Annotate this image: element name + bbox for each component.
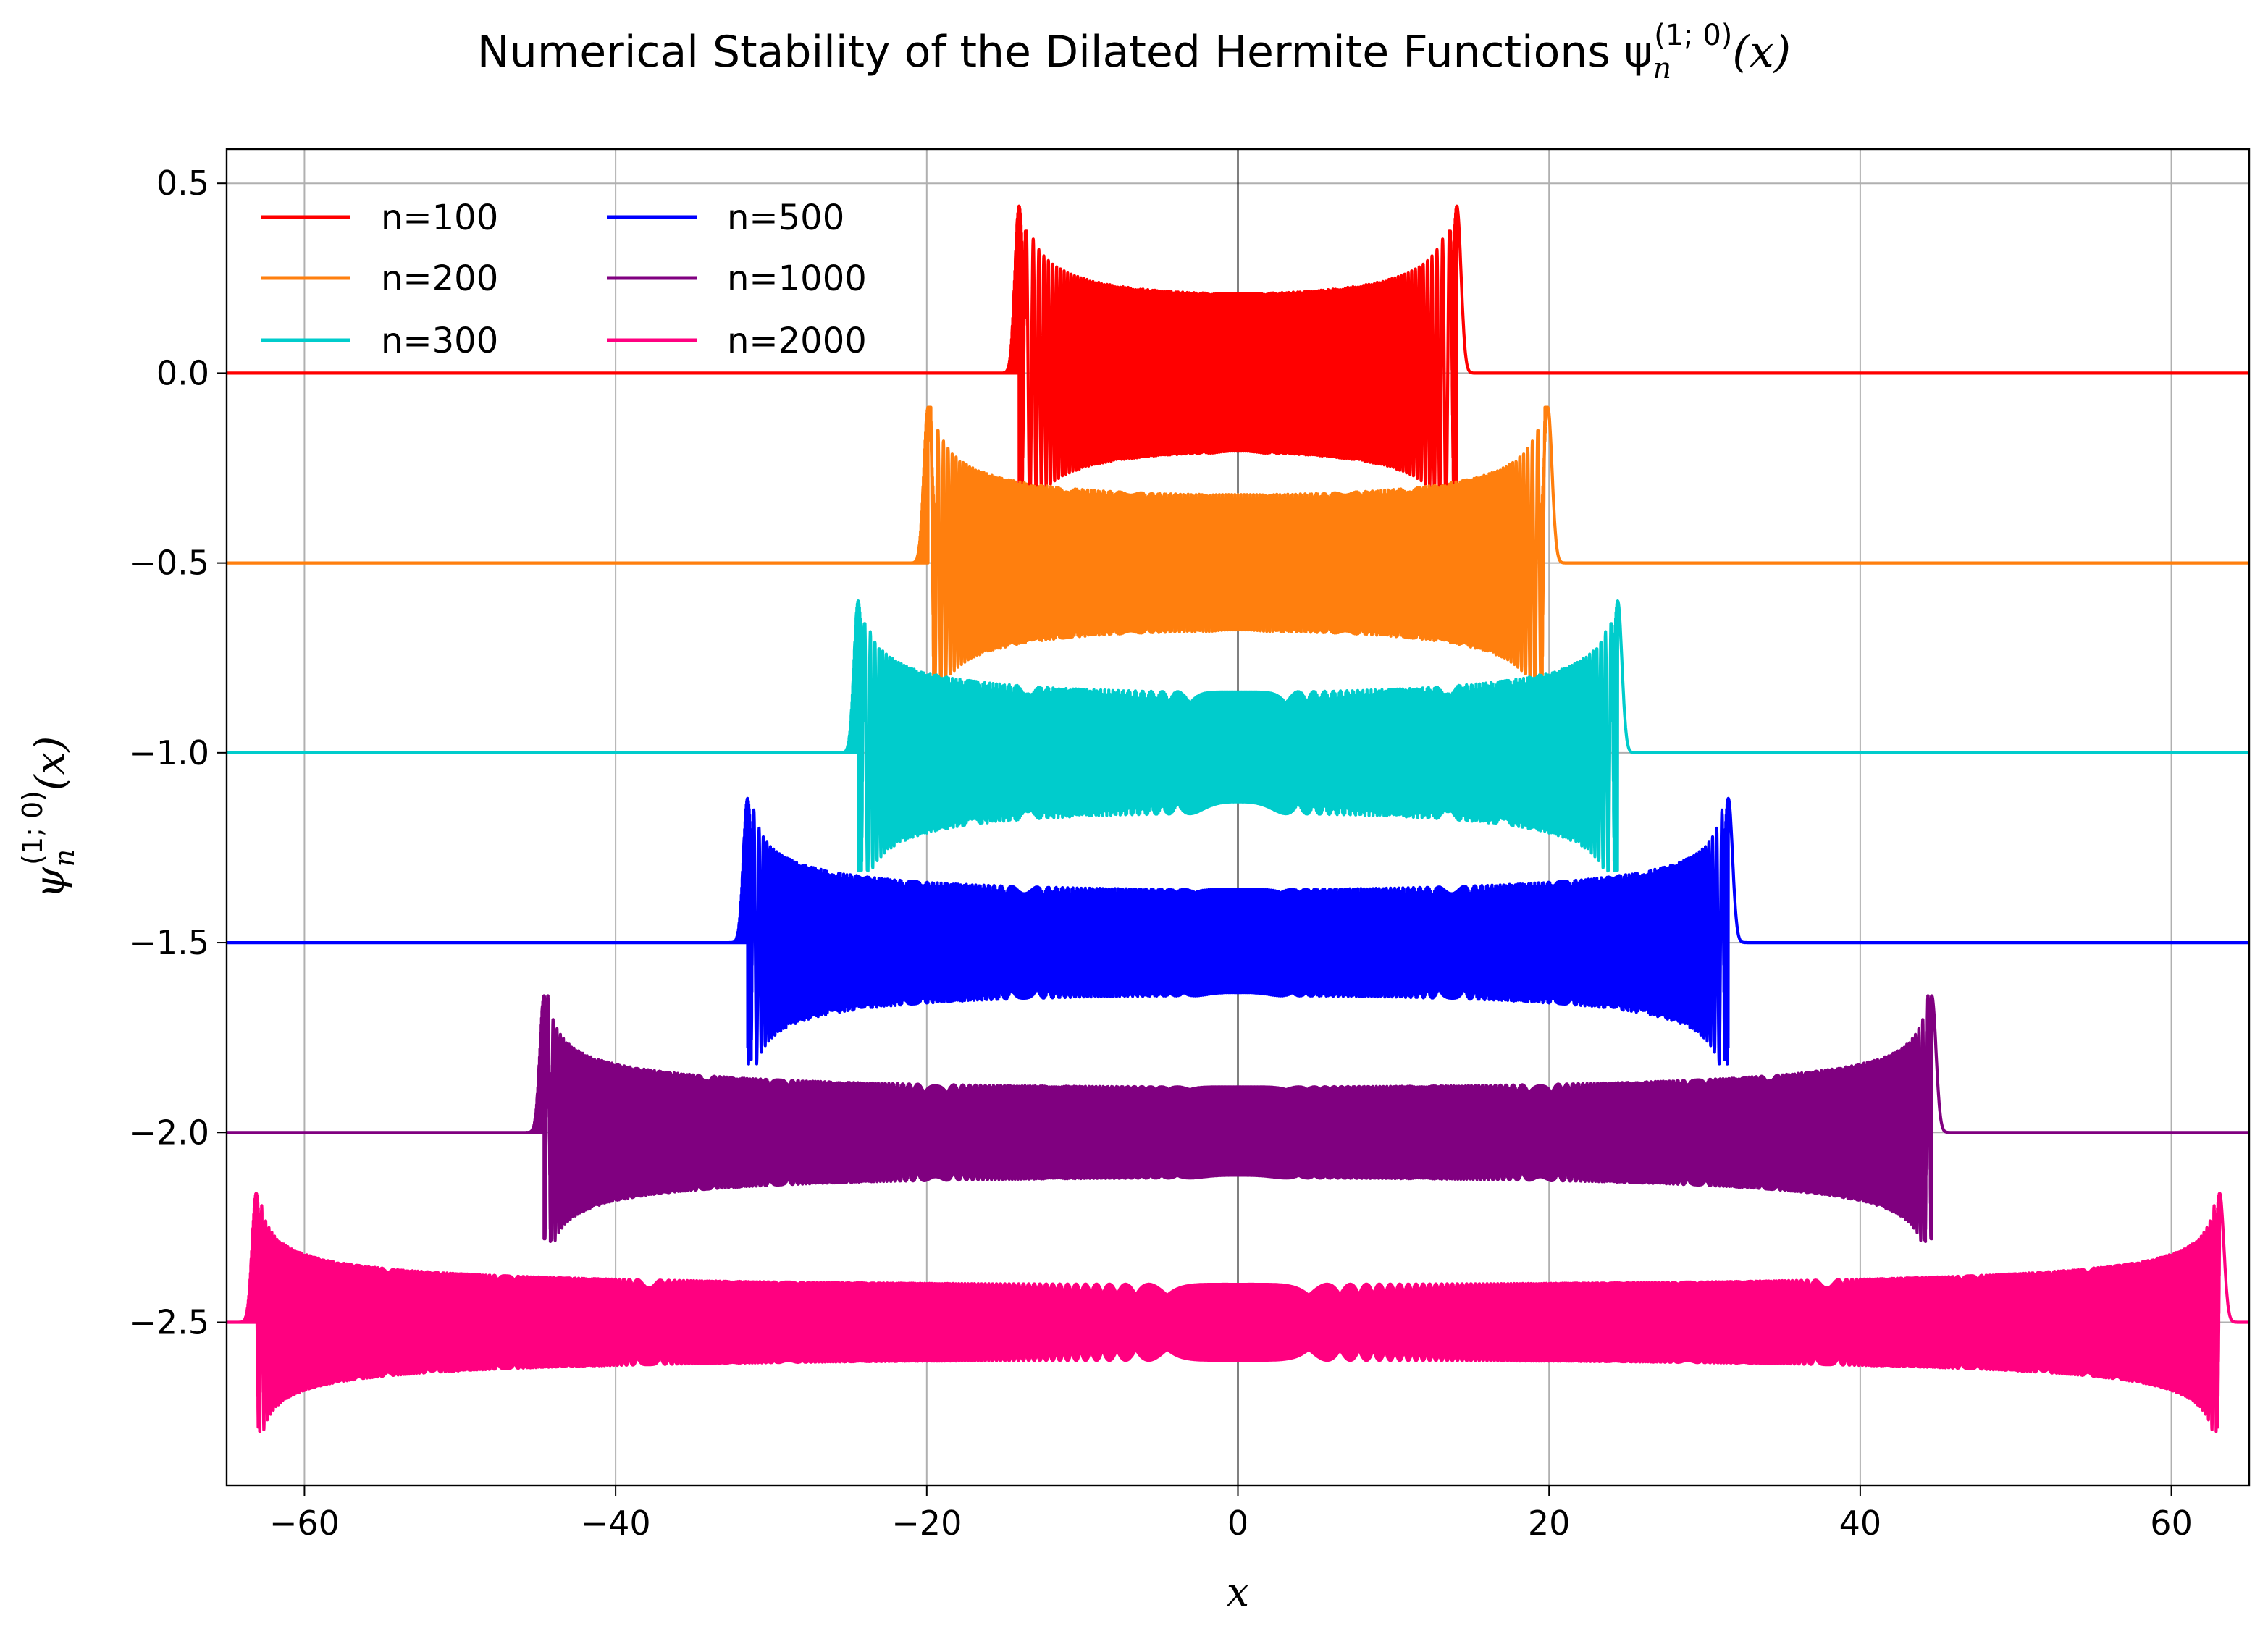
y-tick-label: −2.5: [128, 1302, 209, 1341]
legend: n=100 n=200 n=300 n=500 n=1000 n=2000: [261, 198, 867, 361]
y-axis-label-symbol: ψ: [27, 866, 74, 898]
y-tick-label: 0.5: [156, 164, 209, 203]
y-axis-ticks: 0.5 0.0 −0.5 −1.0 −1.5 −2.0 −2.5: [128, 164, 227, 1341]
chart-title: Numerical Stability of the Dilated Hermi…: [477, 19, 1791, 85]
x-tick-label: −40: [581, 1504, 651, 1543]
series-line-n-300: [227, 599, 2249, 873]
x-axis-label: x: [1227, 1569, 1250, 1616]
legend-label: n=2000: [727, 321, 867, 361]
plot-area: [225, 148, 2251, 1487]
x-tick-label: −20: [891, 1504, 962, 1543]
series-line-n-1000: [227, 994, 2249, 1243]
chart-title-main: Numerical Stability of the Dilated Hermi…: [477, 27, 1652, 77]
x-tick-label: 40: [1839, 1504, 1882, 1543]
y-tick-label: −0.5: [128, 544, 209, 583]
series-line-n-500: [227, 796, 2249, 1066]
x-tick-label: −60: [269, 1504, 340, 1543]
y-axis-label-subscript: n: [49, 849, 80, 867]
x-tick-label: 0: [1227, 1504, 1248, 1543]
series-line-n-2000: [227, 1192, 2249, 1433]
x-axis-ticks: −60 −40 −20 0 20 40 60: [269, 1486, 2193, 1543]
legend-label: n=300: [381, 321, 498, 361]
series-line-n-100: [227, 204, 2249, 494]
y-axis-label: ψn(1; 0)(x): [17, 736, 80, 899]
y-axis-label-superscript: (1; 0): [17, 791, 49, 865]
legend-label: n=200: [381, 258, 498, 299]
y-tick-label: −1.0: [128, 733, 209, 772]
chart-title-subscript: n: [1652, 52, 1671, 85]
chart-title-argument: (x): [1732, 27, 1791, 77]
y-tick-label: −1.5: [128, 923, 209, 962]
legend-label: n=1000: [727, 258, 867, 299]
series-line-n-200: [227, 405, 2249, 683]
series-group: [227, 204, 2249, 1433]
x-tick-label: 20: [1528, 1504, 1571, 1543]
chart-title-superscript: (1; 0): [1654, 19, 1732, 52]
x-tick-label: 60: [2150, 1504, 2193, 1543]
y-tick-label: 0.0: [156, 353, 209, 392]
y-axis-label-argument: (x): [27, 736, 74, 791]
y-tick-label: −2.0: [128, 1113, 209, 1152]
legend-label: n=100: [381, 198, 498, 238]
legend-label: n=500: [727, 198, 844, 238]
